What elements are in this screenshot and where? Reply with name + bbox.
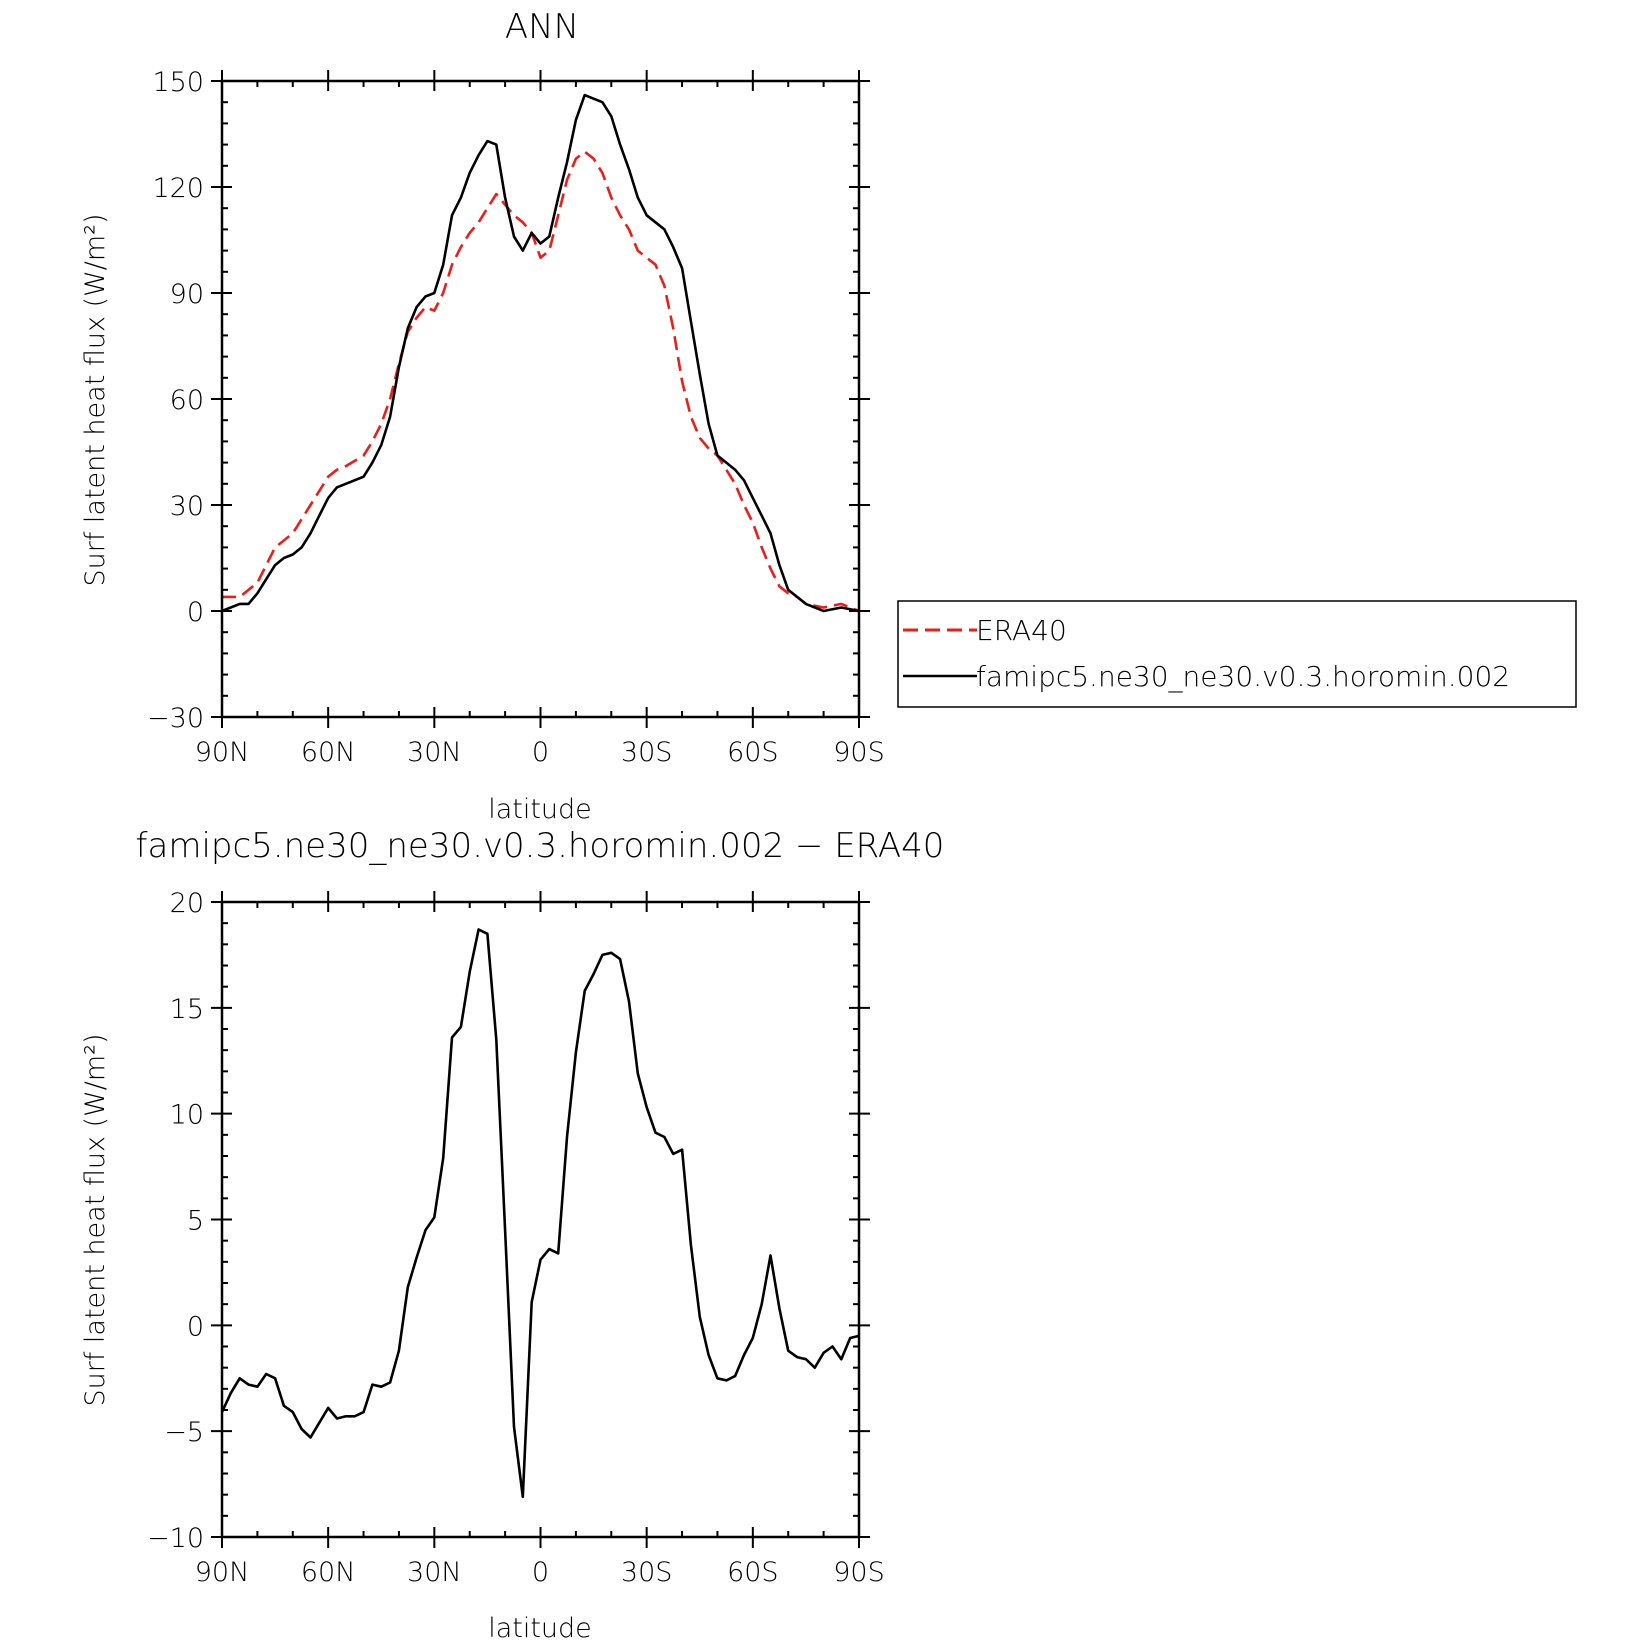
x-tick-label: 60N [301, 1557, 356, 1588]
x-tick-label: 30N [407, 1557, 462, 1588]
y-tick-label: 150 [152, 67, 204, 98]
bottom-plot-title: famipc5.ne30_ne30.v0.3.horomin.002 − ERA… [136, 826, 945, 866]
bottom-plot-frame [220, 900, 861, 1539]
top-plot-y-tick-labels: −30 0 30 60 90 120 150 [147, 67, 204, 734]
top-plot-lines [221, 93, 860, 613]
y-tick-label: 90 [170, 279, 204, 310]
top-plot-x-axis-label: latitude [488, 794, 592, 825]
x-tick-label: 30S [621, 1557, 673, 1588]
x-tick-label: 30S [621, 737, 673, 768]
y-tick-label: −30 [147, 703, 204, 734]
y-tick-label: 20 [170, 888, 204, 919]
y-tick-label: 15 [170, 994, 204, 1025]
bottom-plot-x-tick-labels: 90N 60N 30N 0 30S 60S 90S [195, 1557, 885, 1588]
y-tick-label: −10 [147, 1523, 204, 1554]
x-tick-label: 90S [833, 1557, 885, 1588]
x-tick-label: 0 [532, 1557, 549, 1588]
y-tick-label: 30 [170, 491, 204, 522]
bottom-plot-panel: famipc5.ne30_ne30.v0.3.horomin.002 − ERA… [80, 826, 944, 1644]
top-series-line-1 [221, 93, 860, 613]
bottom-plot-y-tick-labels: −10 −5 0 5 10 15 20 [147, 888, 204, 1554]
top-plot-x-tick-labels: 90N 60N 30N 0 30S 60S 90S [195, 737, 885, 768]
legend-label-model: famipc5.ne30_ne30.v0.3.horomin.002 [976, 660, 1510, 694]
bottom-plot-x-axis-label: latitude [488, 1613, 592, 1644]
bottom-plot-ticks [211, 891, 870, 1548]
bottom-plot-y-axis-label: Surf latent heat flux (W/m²) [80, 1033, 111, 1406]
y-tick-label: 10 [170, 1100, 204, 1131]
y-tick-label: 5 [187, 1206, 204, 1237]
top-plot-y-axis-label: Surf latent heat flux (W/m²) [80, 213, 111, 586]
top-series-line-0 [222, 150, 860, 613]
x-tick-label: 30N [407, 737, 462, 768]
y-tick-label: 120 [152, 173, 204, 204]
x-tick-label: 90S [833, 737, 885, 768]
x-tick-label: 60S [727, 737, 779, 768]
bottom-series-line-0 [220, 928, 860, 1499]
x-tick-label: 60N [301, 737, 356, 768]
legend-label-era40: ERA40 [976, 614, 1067, 647]
top-plot-panel: ANN 90N 60N 30N 0 30S 60S 90S −30 0 30 60 90 120 150… [80, 7, 885, 825]
top-plot-title: ANN [505, 7, 579, 47]
x-tick-label: 60S [727, 1557, 779, 1588]
top-plot-frame [220, 79, 861, 719]
y-tick-label: 60 [170, 385, 204, 416]
bottom-plot-lines [220, 928, 860, 1499]
x-tick-label: 90N [195, 737, 250, 768]
x-tick-label: 90N [195, 1557, 250, 1588]
x-tick-label: 0 [532, 737, 549, 768]
legend-box [897, 600, 1577, 708]
legend: ERA40 famipc5.ne30_ne30.v0.3.horomin.002 [897, 600, 1577, 708]
top-plot-ticks [211, 70, 870, 728]
y-tick-label: 0 [187, 1311, 204, 1342]
y-tick-label: −5 [164, 1417, 204, 1448]
y-tick-label: 0 [187, 597, 204, 628]
